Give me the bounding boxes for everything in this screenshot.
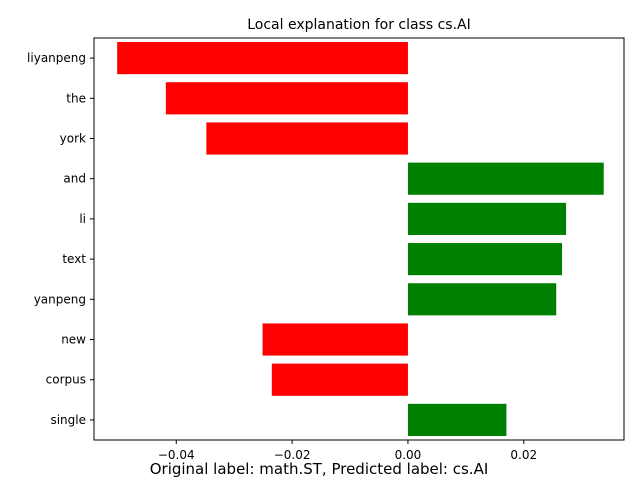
chart-title: Local explanation for class cs.AI xyxy=(247,17,471,33)
bar-new xyxy=(262,323,408,356)
bar-corpus xyxy=(271,363,408,396)
bar-liyanpeng xyxy=(117,42,408,75)
y-tick-label-yanpeng: yanpeng xyxy=(34,292,86,306)
y-tick-label-new: new xyxy=(61,333,86,347)
axes-frame xyxy=(93,37,625,441)
prediction-caption: Original label: math.ST, Predicted label… xyxy=(150,460,489,478)
bar-single xyxy=(407,403,507,436)
y-tick-label-liyanpeng: liyanpeng xyxy=(27,51,86,65)
y-tick-label-li: li xyxy=(79,212,86,226)
x-tick-label: −0.04 xyxy=(158,448,195,462)
y-axis: liyanpeng the york and li text yanpeng new corpu… xyxy=(27,51,94,427)
y-tick-label-single: single xyxy=(50,413,86,427)
y-tick-label-york: york xyxy=(60,132,86,146)
bar-and xyxy=(407,162,604,195)
x-tick-label: −0.02 xyxy=(274,448,311,462)
bar-li xyxy=(407,202,567,235)
bars-group xyxy=(117,42,604,436)
bar-yanpeng xyxy=(407,283,557,316)
y-tick-label-and: and xyxy=(63,172,86,186)
bar-the xyxy=(165,82,408,115)
bar-york xyxy=(206,122,408,155)
y-tick-label-text: text xyxy=(62,252,86,266)
y-tick-label-the: the xyxy=(66,91,86,105)
x-tick-label: 0.00 xyxy=(395,448,422,462)
x-tick-label: 0.02 xyxy=(510,448,537,462)
bar-text xyxy=(407,243,563,276)
y-tick-label-corpus: corpus xyxy=(46,373,86,387)
x-axis: −0.04 −0.02 0.00 0.02 xyxy=(158,440,537,462)
